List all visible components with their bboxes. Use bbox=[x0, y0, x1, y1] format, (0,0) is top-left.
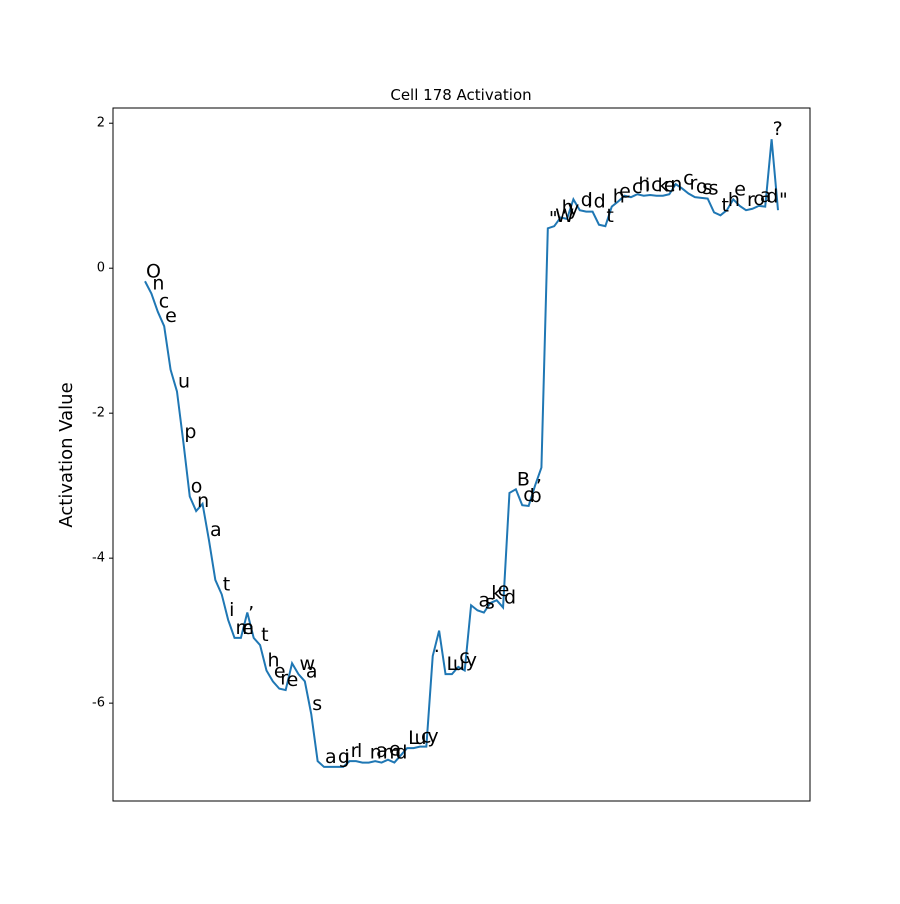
y-tick-label: -2 bbox=[92, 406, 105, 421]
char-annotation: W bbox=[555, 205, 574, 227]
char-annotation: o bbox=[523, 484, 535, 506]
char-annotation: d bbox=[766, 186, 778, 208]
data-line bbox=[144, 139, 779, 768]
char-annotation: " bbox=[549, 207, 558, 229]
char-annotation: s bbox=[702, 177, 712, 199]
char-annotation: d bbox=[594, 191, 606, 213]
char-annotation: L bbox=[408, 727, 419, 749]
char-annotation: e bbox=[498, 579, 510, 601]
char-annotation: n bbox=[370, 742, 382, 764]
char-annotation: r bbox=[689, 173, 697, 195]
char-annotation: r bbox=[747, 189, 755, 211]
char-annotation: b bbox=[530, 485, 542, 507]
char-annotation: d bbox=[504, 586, 516, 608]
char-annotation: d bbox=[395, 742, 407, 764]
char-annotation: y bbox=[568, 198, 579, 220]
char-annotation: u bbox=[415, 727, 427, 749]
char-annotation: s bbox=[709, 178, 719, 200]
char-annotation: p bbox=[184, 421, 196, 443]
char-annotation: c bbox=[683, 167, 693, 189]
char-annotation: d bbox=[581, 189, 593, 211]
char-annotation: h bbox=[613, 186, 625, 208]
char-annotation: e bbox=[287, 669, 299, 691]
char-annotation: c bbox=[459, 646, 469, 668]
char-annotation: a bbox=[210, 519, 222, 541]
chart-title: Cell 178 Activation bbox=[390, 86, 531, 104]
char-annotation: s bbox=[312, 693, 322, 715]
char-annotation: e bbox=[242, 617, 254, 639]
char-annotation: L bbox=[447, 653, 458, 675]
char-annotation: n bbox=[152, 273, 164, 295]
char-annotation: " bbox=[779, 189, 788, 211]
char-annotation: h bbox=[562, 196, 574, 218]
char-annotation: i bbox=[229, 599, 234, 621]
char-annotation: u bbox=[453, 653, 465, 675]
char-annotation: e bbox=[734, 178, 746, 200]
char-annotation: u bbox=[178, 370, 190, 392]
char-annotation: h bbox=[728, 189, 740, 211]
char-annotation: r bbox=[351, 740, 359, 762]
char-annotation: , bbox=[536, 465, 542, 487]
char-annotation: k bbox=[491, 582, 502, 604]
char-annotation: o bbox=[753, 188, 765, 210]
char-annotation: ? bbox=[773, 118, 783, 140]
char-annotation: e bbox=[389, 739, 401, 761]
char-annotation: i bbox=[645, 175, 650, 197]
char-annotation: y bbox=[466, 650, 477, 672]
char-annotation: m bbox=[236, 617, 255, 639]
char-annotation: e bbox=[274, 660, 286, 682]
char-annotation: g bbox=[338, 746, 350, 768]
char-annotation: B bbox=[517, 468, 530, 490]
char-annotation: a bbox=[478, 589, 490, 611]
y-tick-label: -4 bbox=[92, 551, 105, 566]
char-annotation: o bbox=[191, 476, 203, 498]
char-annotation: n bbox=[197, 490, 209, 512]
char-annotation: h bbox=[267, 650, 279, 672]
char-annotation: . bbox=[434, 635, 440, 657]
char-annotation: i bbox=[587, 191, 592, 213]
char-annotation: h bbox=[638, 173, 650, 195]
y-axis-label: Activation Value bbox=[56, 382, 77, 527]
char-annotation: a bbox=[760, 185, 772, 207]
y-tick-label: 0 bbox=[97, 261, 105, 276]
char-annotation: i bbox=[344, 746, 349, 768]
char-annotation: m bbox=[383, 742, 402, 764]
y-tick-label: 2 bbox=[97, 116, 105, 131]
char-annotation: , bbox=[248, 592, 254, 614]
char-annotation: t bbox=[261, 624, 268, 646]
char-annotation: t bbox=[721, 194, 728, 216]
char-annotation: c bbox=[632, 176, 642, 198]
char-annotation: l bbox=[357, 740, 362, 762]
char-annotation: y bbox=[427, 726, 438, 748]
char-annotation: a bbox=[376, 740, 388, 762]
char-annotation: r bbox=[280, 668, 288, 690]
char-annotation: s bbox=[485, 592, 495, 614]
y-tick-label: -6 bbox=[92, 696, 105, 711]
char-annotation: e bbox=[664, 175, 676, 197]
char-annotation: t bbox=[606, 205, 613, 227]
char-annotation: c bbox=[651, 174, 661, 196]
char-annotation: c bbox=[421, 726, 431, 748]
char-annotation: e bbox=[619, 181, 631, 203]
char-annotation: c bbox=[159, 291, 169, 313]
char-annotation: o bbox=[696, 176, 708, 198]
plot-frame bbox=[112, 107, 811, 802]
char-annotation: t bbox=[223, 573, 230, 595]
char-annotation: a bbox=[325, 746, 337, 768]
char-annotation: O bbox=[146, 260, 161, 282]
char-annotation: w bbox=[299, 653, 315, 675]
char-annotation: e bbox=[165, 305, 177, 327]
char-annotation: n bbox=[670, 173, 682, 195]
char-annotation: a bbox=[306, 660, 318, 682]
char-annotation: k bbox=[658, 175, 669, 197]
